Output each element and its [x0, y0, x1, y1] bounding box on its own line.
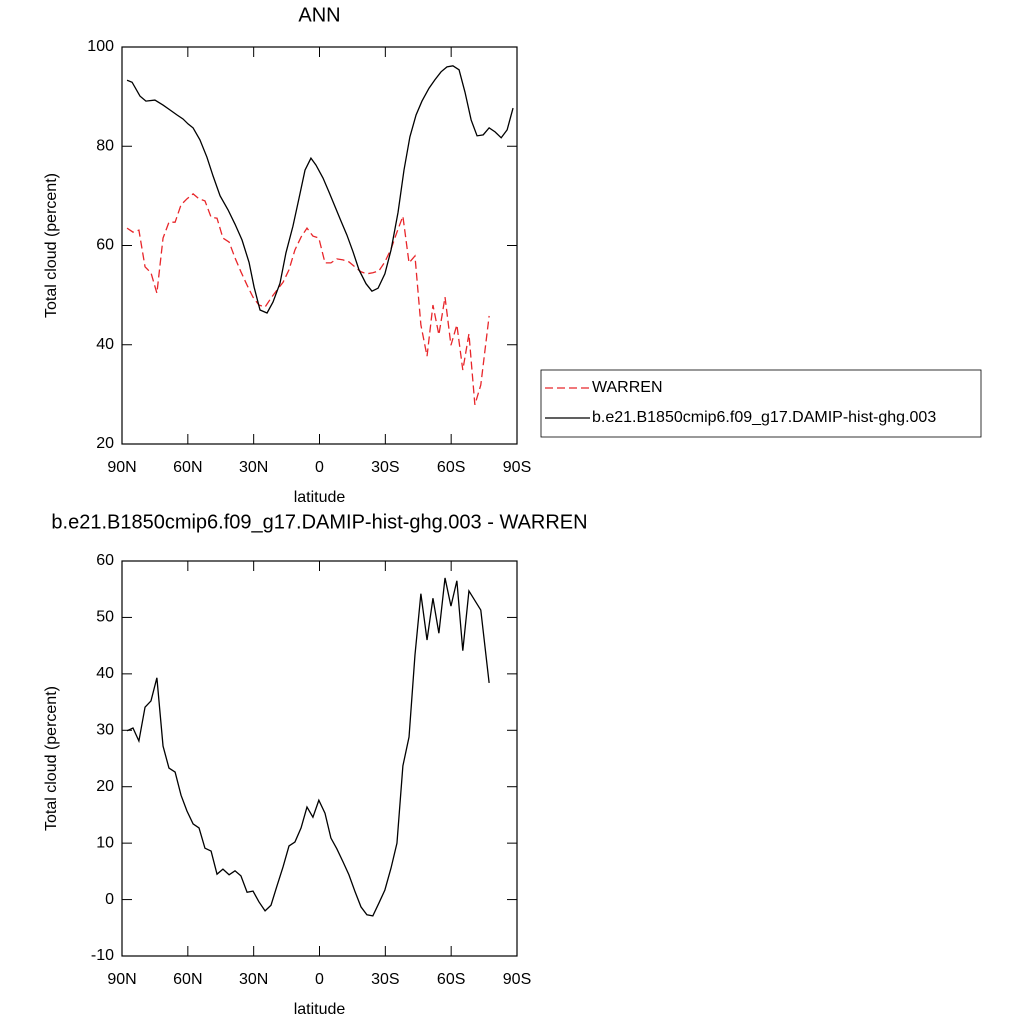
y-tick-label: 80 [96, 137, 114, 154]
y-tick-label: 40 [96, 665, 114, 682]
x-tick-label: 90N [107, 459, 136, 476]
plot-frame [121, 46, 518, 445]
x-tick-label: 30N [239, 971, 268, 988]
x-tick-label: 60N [173, 971, 202, 988]
y-tick-label: 50 [96, 609, 114, 626]
x-tick-label: 0 [315, 459, 324, 476]
y-tick-label: 20 [96, 435, 114, 452]
x-tick-label: 90S [503, 459, 531, 476]
y-tick-label: 0 [105, 891, 114, 908]
chart-title: b.e21.B1850cmip6.f09_g17.DAMIP-hist-ghg.… [51, 511, 587, 533]
y-tick-label: 100 [87, 38, 114, 55]
y-tick-label: 60 [96, 552, 114, 569]
y-axis-label: Total cloud (percent) [43, 173, 60, 318]
y-tick-label: -10 [91, 947, 114, 964]
data-line [126, 193, 490, 405]
data-line [126, 577, 490, 917]
x-axis-label: latitude [294, 1001, 346, 1018]
x-tick-label: 0 [315, 971, 324, 988]
y-tick-label: 30 [96, 722, 114, 739]
y-axis-label: Total cloud (percent) [43, 686, 60, 831]
y-tick-label: 40 [96, 336, 114, 353]
y-tick-label: 20 [96, 778, 114, 795]
x-axis-label: latitude [294, 489, 346, 506]
x-tick-label: 60N [173, 459, 202, 476]
plot-frame [121, 560, 518, 957]
x-tick-label: 60S [437, 459, 465, 476]
legend-label: b.e21.B1850cmip6.f09_g17.DAMIP-hist-ghg.… [592, 409, 936, 426]
x-tick-label: 60S [437, 971, 465, 988]
legend-box [540, 369, 982, 438]
x-tick-label: 90S [503, 971, 531, 988]
chart-title: ANN [298, 4, 340, 26]
legend-label: WARREN [592, 379, 663, 396]
x-tick-label: 30S [371, 971, 399, 988]
y-tick-label: 60 [96, 237, 114, 254]
data-line [126, 65, 514, 314]
x-tick-label: 30N [239, 459, 268, 476]
y-tick-label: 10 [96, 834, 114, 851]
x-tick-label: 90N [107, 971, 136, 988]
x-tick-label: 30S [371, 459, 399, 476]
